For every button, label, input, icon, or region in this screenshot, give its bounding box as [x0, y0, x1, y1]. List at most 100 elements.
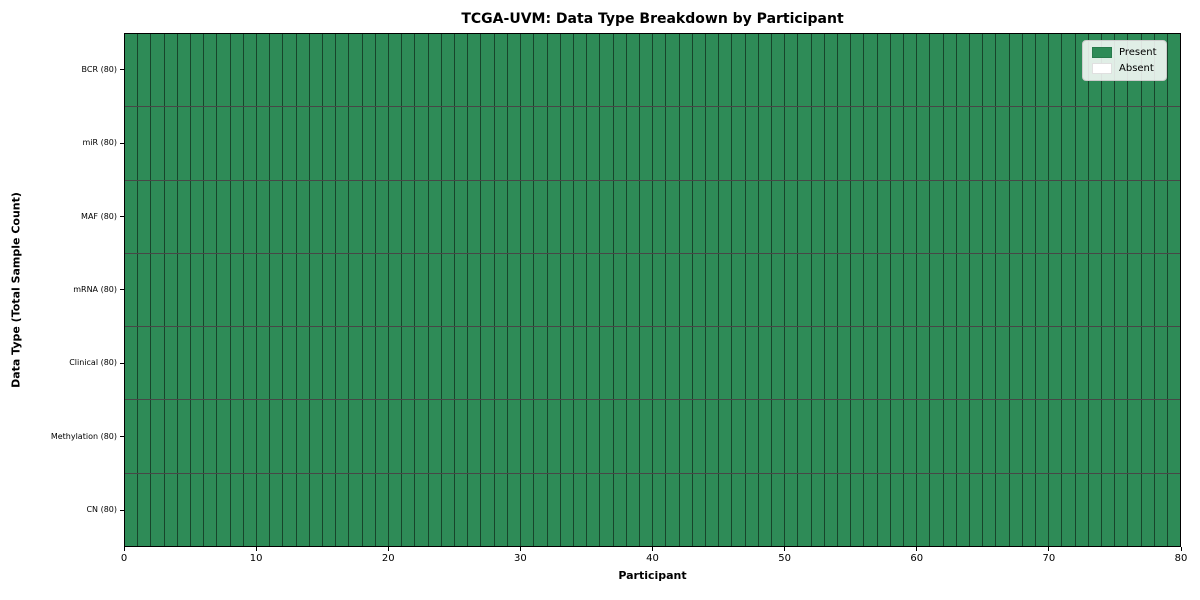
heatmap-cell [468, 34, 482, 107]
heatmap-cell [375, 473, 390, 546]
heatmap-cell [270, 253, 284, 327]
heatmap-cell [1049, 473, 1063, 546]
heatmap-cell [230, 107, 244, 180]
heatmap-cell [1049, 400, 1063, 473]
heatmap-cell [1088, 107, 1103, 180]
heatmap-cell [547, 34, 561, 107]
heatmap-cell [1154, 107, 1169, 180]
heatmap-cell [415, 327, 429, 400]
heatmap-cell [745, 473, 759, 546]
heatmap-cell [270, 327, 284, 400]
heatmap-cell [798, 473, 812, 546]
heatmap-row-maf [125, 180, 1181, 254]
heatmap-cell [943, 327, 957, 400]
heatmap-cell [864, 473, 878, 546]
heatmap-cell [415, 180, 429, 253]
heatmap-cell [243, 400, 258, 473]
heatmap-cell [1049, 253, 1063, 327]
heatmap-cell [336, 34, 350, 107]
heatmap-cell [349, 400, 363, 473]
heatmap-cell [851, 327, 865, 400]
heatmap-cell [811, 34, 825, 107]
heatmap-cell [257, 34, 271, 107]
x-tick-mark [519, 547, 521, 551]
heatmap-cell [719, 327, 733, 400]
heatmap-cell [243, 253, 258, 327]
heatmap-cell [375, 400, 390, 473]
heatmap-cell [389, 34, 403, 107]
heatmap-cell [1115, 327, 1129, 400]
heatmap-cell [613, 473, 627, 546]
heatmap-cell [851, 473, 865, 546]
heatmap-cell [1102, 180, 1116, 253]
heatmap-cell [534, 473, 548, 546]
heatmap-cell [494, 34, 508, 107]
heatmap-cell [336, 473, 350, 546]
heatmap-cell [837, 180, 852, 253]
heatmap-cell [613, 180, 627, 253]
heatmap-cell [956, 327, 970, 400]
heatmap-cell [481, 400, 495, 473]
heatmap-cell [415, 253, 429, 327]
heatmap-cell [204, 180, 218, 253]
heatmap-cell [375, 107, 390, 180]
heatmap-cell [785, 253, 799, 327]
heatmap-cell [309, 400, 324, 473]
heatmap-cell [389, 473, 403, 546]
heatmap-cell [877, 473, 891, 546]
heatmap-cell [1075, 327, 1089, 400]
heatmap-cell [600, 400, 614, 473]
heatmap-cell [125, 107, 139, 180]
heatmap-cell [943, 180, 957, 253]
y-tick-mark [120, 69, 124, 71]
heatmap-cell [811, 473, 825, 546]
heatmap-cell [1036, 107, 1050, 180]
heatmap-cell [1062, 327, 1076, 400]
heatmap-cell [177, 34, 192, 107]
y-tick-label: CN (80) [86, 505, 117, 515]
heatmap-cell [903, 473, 918, 546]
heatmap-cell [191, 327, 205, 400]
heatmap-row-clinical [125, 327, 1181, 401]
heatmap-cell [653, 34, 667, 107]
heatmap-cell [573, 107, 588, 180]
heatmap-cell [1036, 180, 1050, 253]
heatmap-cell [996, 34, 1010, 107]
heatmap-cell [666, 253, 680, 327]
heatmap-cell [1075, 473, 1089, 546]
heatmap-cell [732, 34, 746, 107]
heatmap-cell [692, 107, 706, 180]
y-tick-maf: MAF (80) [0, 180, 124, 253]
heatmap-cell [1022, 400, 1037, 473]
heatmap-cell [626, 253, 640, 327]
heatmap-cell [547, 253, 561, 327]
heatmap-cell [177, 473, 192, 546]
heatmap-cell [243, 473, 258, 546]
heatmap-cell [283, 180, 297, 253]
heatmap-cell [943, 253, 957, 327]
heatmap-cell [481, 327, 495, 400]
heatmap-cell [705, 473, 720, 546]
heatmap-cell [455, 253, 469, 327]
x-axis-title: Participant [618, 569, 687, 582]
heatmap-cell [745, 107, 759, 180]
heatmap-cell [917, 180, 931, 253]
heatmap-cell [1036, 327, 1050, 400]
heatmap-cell [534, 107, 548, 180]
heatmap-cell [560, 253, 574, 327]
heatmap-cell [996, 473, 1010, 546]
heatmap-cell [600, 107, 614, 180]
heatmap-cell [441, 327, 456, 400]
heatmap-cell [666, 34, 680, 107]
heatmap-cell [481, 180, 495, 253]
heatmap-cell [983, 400, 997, 473]
heatmap-cell [983, 180, 997, 253]
heatmap-cell [164, 400, 178, 473]
heatmap-cell [151, 107, 165, 180]
heatmap-cell [719, 253, 733, 327]
heatmap-cell [389, 327, 403, 400]
heatmap-cell [547, 400, 561, 473]
heatmap-cell [217, 473, 231, 546]
heatmap-cell [125, 34, 139, 107]
heatmap-cell [1168, 253, 1181, 327]
